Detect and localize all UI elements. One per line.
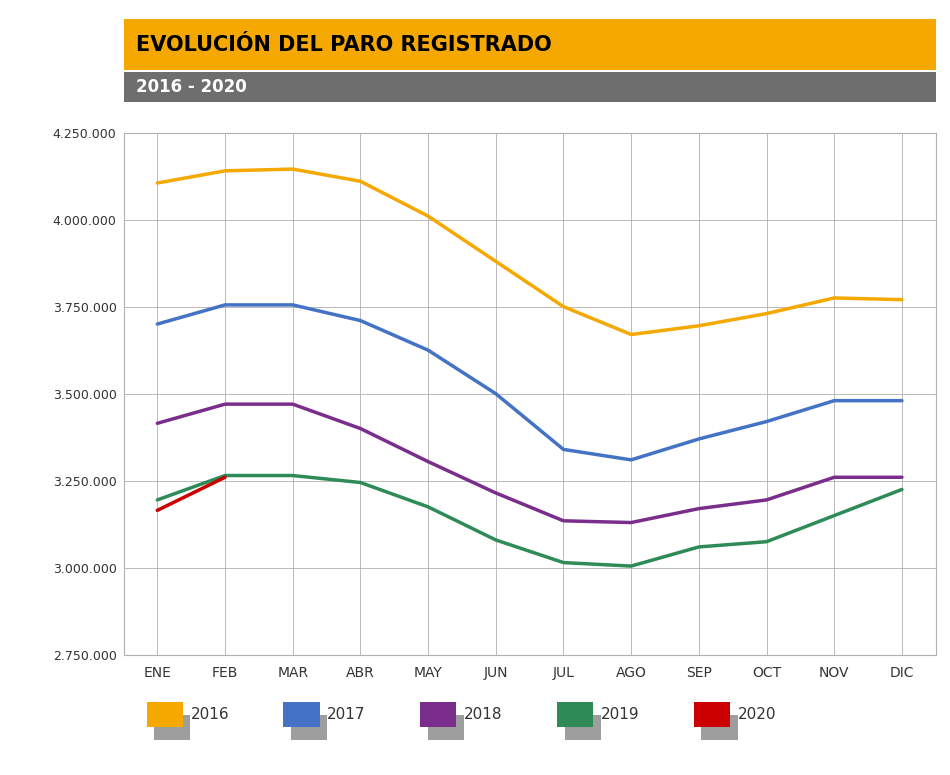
Text: 2019: 2019	[600, 708, 639, 722]
Text: 2018: 2018	[464, 708, 503, 722]
Text: 2016: 2016	[190, 708, 229, 722]
Text: 2020: 2020	[737, 708, 776, 722]
Text: 2017: 2017	[327, 708, 366, 722]
Text: 2016 - 2020: 2016 - 2020	[136, 78, 246, 96]
Text: EVOLUCIÓN DEL PARO REGISTRADO: EVOLUCIÓN DEL PARO REGISTRADO	[136, 35, 551, 54]
